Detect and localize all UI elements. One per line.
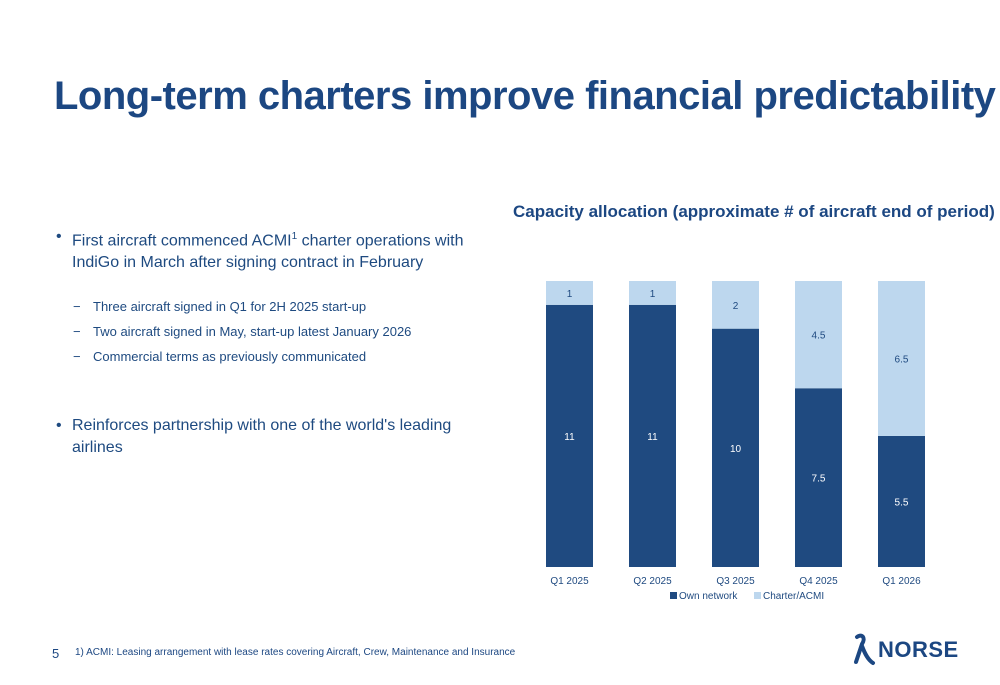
norse-logo: NORSE [850, 632, 959, 668]
x-tick-label-3: Q3 2025 [716, 576, 755, 587]
legend-label-charter-acmi: Charter/ACMI [763, 591, 824, 602]
legend-label-own-network: Own network [679, 591, 738, 602]
norse-logo-icon [854, 633, 875, 665]
sub-bullet-1-text: Three aircraft signed in Q1 for 2H 2025 … [93, 299, 367, 315]
bullet-1-text-end: charter operations with IndiGo in March … [72, 232, 464, 272]
bullet-list: • First aircraft commenced ACMI1 charter… [56, 226, 476, 459]
bar-own-network-3 [712, 328, 759, 567]
data-label-charter-acmi-3: 2 [733, 301, 739, 312]
data-label-own-network-4: 7.5 [812, 474, 826, 485]
x-tick-label-5: Q1 2026 [882, 576, 921, 587]
footnote-marker: 1 [291, 231, 298, 242]
legend-swatch-own-network [670, 592, 677, 599]
bar-charter-acmi-5 [878, 281, 925, 436]
page-number: 5 [52, 646, 60, 661]
x-tick-label-4: Q4 2025 [799, 576, 838, 587]
page-title: Long-term charters improve financial pre… [54, 74, 996, 118]
data-label-charter-acmi-4: 4.5 [812, 331, 826, 342]
bullet-1: • First aircraft commenced ACMI1 charter… [56, 226, 476, 274]
logo-text: NORSE [878, 637, 959, 662]
sub-bullet-dash: − [73, 349, 81, 365]
data-label-charter-acmi-2: 1 [650, 289, 656, 300]
bullet-dot: • [56, 417, 62, 435]
bullet-2-text: Reinforces partnership with one of the w… [72, 417, 452, 457]
data-label-own-network-1: 11 [564, 432, 575, 443]
sub-bullet-dash: − [73, 324, 81, 340]
data-label-own-network-3: 10 [730, 444, 742, 455]
sub-bullet-1: − Three aircraft signed in Q1 for 2H 202… [56, 294, 476, 319]
x-tick-label-2: Q2 2025 [633, 576, 672, 587]
bar-own-network-1 [546, 304, 593, 567]
data-label-charter-acmi-5: 6.5 [895, 354, 909, 365]
bar-own-network-4 [795, 388, 842, 567]
legend-swatch-charter-acmi [754, 592, 761, 599]
sub-bullet-2-text: Two aircraft signed in May, start-up lat… [93, 324, 412, 340]
sub-bullet-2: − Two aircraft signed in May, start-up l… [56, 319, 476, 344]
data-label-own-network-5: 5.5 [895, 497, 909, 508]
data-label-own-network-2: 11 [647, 432, 658, 443]
bar-own-network-5 [878, 435, 925, 567]
bullet-1-text-start: First aircraft commenced ACMI [72, 232, 292, 250]
sub-bullet-dash: − [73, 299, 81, 315]
bar-own-network-2 [629, 304, 676, 567]
x-tick-label-1: Q1 2025 [550, 576, 589, 587]
chart-title: Capacity allocation (approximate # of ai… [513, 202, 995, 221]
bar-charter-acmi-1 [546, 281, 593, 305]
sub-bullet-3-text: Commercial terms as previously communica… [93, 349, 367, 365]
sub-bullet-3: − Commercial terms as previously communi… [56, 344, 476, 369]
footnote: 1) ACMI: Leasing arrangement with lease … [75, 647, 516, 658]
bullet-dot: • [56, 228, 62, 245]
data-label-charter-acmi-1: 1 [567, 289, 573, 300]
bar-charter-acmi-2 [629, 281, 676, 305]
bar-charter-acmi-3 [712, 281, 759, 329]
bullet-2: • Reinforces partnership with one of the… [56, 415, 476, 459]
bar-charter-acmi-4 [795, 281, 842, 389]
